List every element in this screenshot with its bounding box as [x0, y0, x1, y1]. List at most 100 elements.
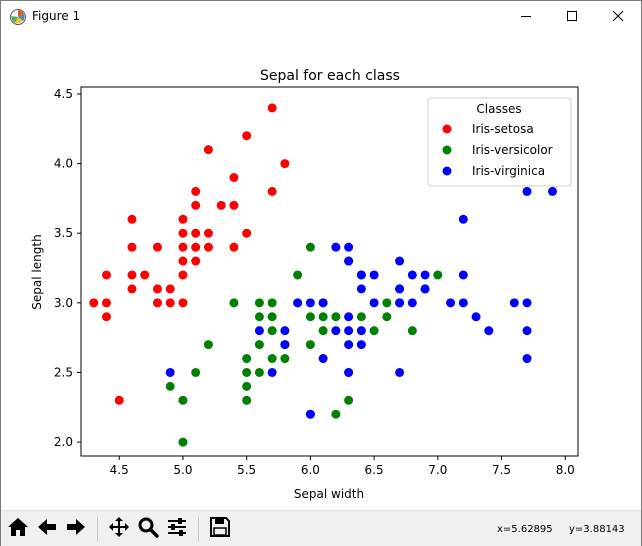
point-iris-setosa — [127, 214, 137, 224]
point-iris-virginica — [344, 340, 354, 350]
point-iris-versicolor — [280, 354, 290, 364]
zoom-button[interactable] — [136, 517, 160, 541]
x-axis-label: Sepal width — [294, 487, 364, 501]
x-tick-label: 7.0 — [428, 463, 447, 477]
point-iris-setosa — [216, 200, 226, 210]
point-iris-setosa — [178, 228, 188, 238]
point-iris-versicolor — [318, 326, 328, 336]
home-button[interactable] — [6, 517, 30, 541]
title-bar[interactable]: Figure 1 — [1, 1, 641, 32]
point-iris-versicolor — [305, 312, 315, 322]
maximize-icon — [566, 7, 578, 26]
point-iris-setosa — [191, 186, 201, 196]
save-button[interactable] — [208, 517, 232, 541]
point-iris-setosa — [127, 270, 137, 280]
point-iris-virginica — [522, 326, 532, 336]
chart-title: Sepal for each class — [260, 68, 400, 84]
point-iris-setosa — [101, 270, 111, 280]
point-iris-virginica — [267, 367, 277, 377]
home-icon — [7, 516, 29, 542]
point-iris-versicolor — [267, 354, 277, 364]
navigation-toolbar: x=5.62895 y=3.88143 — [1, 510, 641, 546]
point-iris-virginica — [420, 284, 430, 294]
point-iris-setosa — [89, 298, 99, 308]
y-axis-label: Sepal length — [30, 234, 44, 309]
point-iris-virginica — [509, 298, 519, 308]
point-iris-virginica — [165, 367, 175, 377]
x-tick-label: 6.0 — [301, 463, 320, 477]
matplotlib-figure-icon — [9, 8, 27, 26]
legend-marker-versicolor — [442, 145, 452, 155]
window-title: Figure 1 — [32, 9, 81, 23]
scatter-plot[interactable]: Sepal for each class 4.5 5.0 5.5 6.0 6.5 7.0 7… — [1, 32, 641, 510]
point-iris-setosa — [242, 131, 252, 141]
point-iris-virginica — [356, 284, 366, 294]
point-iris-versicolor — [254, 298, 264, 308]
close-button[interactable] — [595, 1, 641, 32]
minimize-icon — [520, 7, 532, 26]
point-iris-versicolor — [178, 395, 188, 405]
point-iris-setosa — [101, 298, 111, 308]
point-iris-virginica — [395, 367, 405, 377]
point-iris-setosa — [127, 284, 137, 294]
point-iris-virginica — [522, 354, 532, 364]
legend-marker-virginica — [442, 166, 452, 176]
point-iris-setosa — [152, 284, 162, 294]
point-iris-virginica — [344, 367, 354, 377]
x-tick-label: 5.0 — [173, 463, 192, 477]
point-iris-setosa — [127, 242, 137, 252]
figure-canvas[interactable]: Sepal for each class 4.5 5.0 5.5 6.0 6.5 7.0 7… — [1, 32, 641, 510]
point-iris-versicolor — [331, 409, 341, 419]
configure-subplots-button[interactable] — [165, 517, 189, 541]
point-iris-setosa — [242, 228, 252, 238]
pan-button[interactable] — [107, 517, 131, 541]
floppy-disk-icon — [209, 516, 231, 542]
x-tick-label: 8.0 — [556, 463, 575, 477]
point-iris-virginica — [356, 326, 366, 336]
arrow-right-icon — [65, 516, 87, 542]
y-tick-label: 4.5 — [54, 87, 73, 101]
y-tick-label: 4.0 — [54, 157, 73, 171]
point-iris-versicolor — [267, 326, 277, 336]
point-iris-versicolor — [369, 326, 379, 336]
point-iris-virginica — [407, 270, 417, 280]
point-iris-virginica — [395, 284, 405, 294]
point-iris-versicolor — [254, 312, 264, 322]
data-points — [89, 103, 558, 447]
y-axis: 2.0 2.5 3.0 3.5 4.0 4.5 — [54, 87, 81, 449]
point-iris-setosa — [140, 270, 150, 280]
point-iris-versicolor — [344, 395, 354, 405]
point-iris-setosa — [165, 298, 175, 308]
cursor-y-readout: y=3.88143 — [569, 524, 625, 535]
point-iris-virginica — [369, 270, 379, 280]
point-iris-versicolor — [331, 312, 341, 322]
sliders-icon — [166, 516, 188, 542]
legend-title: Classes — [476, 102, 521, 116]
point-iris-virginica — [344, 312, 354, 322]
point-iris-versicolor — [305, 242, 315, 252]
point-iris-versicolor — [382, 312, 392, 322]
point-iris-setosa — [267, 186, 277, 196]
point-iris-versicolor — [242, 381, 252, 391]
point-iris-versicolor — [191, 367, 201, 377]
maximize-button[interactable] — [549, 1, 595, 32]
close-icon — [612, 7, 624, 26]
point-iris-versicolor — [305, 340, 315, 350]
point-iris-setosa — [191, 200, 201, 210]
legend-marker-setosa — [442, 124, 452, 134]
point-iris-versicolor — [229, 298, 239, 308]
point-iris-versicolor — [203, 340, 213, 350]
minimize-button[interactable] — [503, 1, 549, 32]
point-iris-virginica — [318, 354, 328, 364]
magnifier-icon — [137, 516, 159, 542]
point-iris-virginica — [458, 298, 468, 308]
point-iris-virginica — [407, 298, 417, 308]
toolbar-separator — [97, 517, 98, 541]
back-button[interactable] — [35, 517, 59, 541]
y-tick-label: 2.0 — [54, 435, 73, 449]
point-iris-setosa — [191, 228, 201, 238]
point-iris-virginica — [446, 298, 456, 308]
x-axis: 4.5 5.0 5.5 6.0 6.5 7.0 7.5 8.0 — [110, 456, 575, 477]
forward-button[interactable] — [64, 517, 88, 541]
legend-label-virginica: Iris-virginica — [472, 164, 545, 178]
